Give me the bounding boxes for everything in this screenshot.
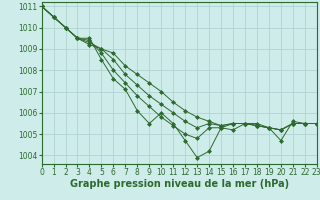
X-axis label: Graphe pression niveau de la mer (hPa): Graphe pression niveau de la mer (hPa)	[70, 179, 289, 189]
